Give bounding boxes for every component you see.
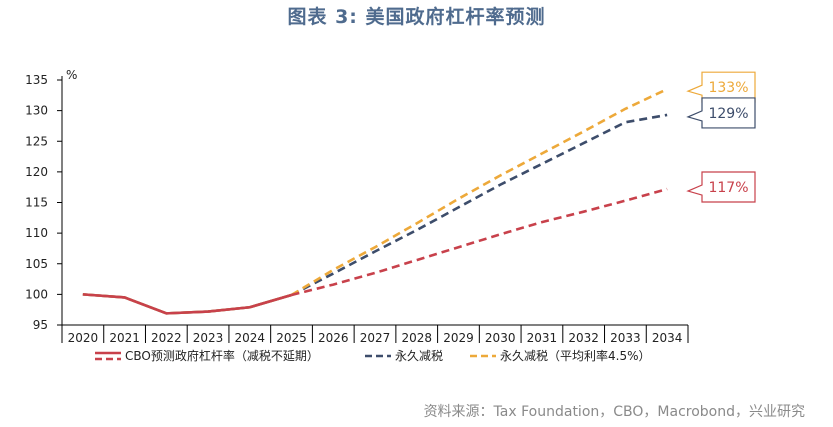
y-tick-label: 125 [25,134,48,148]
callout-box [686,171,756,203]
y-tick-label: 120 [25,165,48,179]
x-tick-label: 2031 [527,331,558,345]
x-tick-label: 2027 [360,331,391,345]
x-tick-label: 2025 [276,331,307,345]
x-tick-label: 2034 [652,331,683,345]
x-tick-label: 2030 [485,331,516,345]
x-tick-label: 2020 [68,331,99,345]
y-tick-label: 135 [25,73,48,87]
series-line-projection [291,187,668,297]
x-tick-label: 2023 [193,331,224,345]
series-line-projection [290,113,668,297]
legend-label: 永久减税 [395,349,443,363]
y-tick-label: 110 [25,226,48,240]
legend-label: CBO预测政府杠杆率（减税不延期） [125,348,319,363]
callout-label: 117% [708,180,748,196]
y-tick-label: 130 [25,104,48,118]
y-unit-label: % [66,68,77,82]
legend-label: 永久减税（平均利率4.5%） [500,348,651,363]
chart-title: 图表 3: 美国政府杠杆率预测 [287,6,546,28]
x-tick-label: 2026 [318,331,349,345]
x-tick-label: 2028 [401,331,432,345]
source-note: 资料来源：Tax Foundation，CBO，Macrobond，兴业研究 [423,404,805,420]
y-tick-label: 115 [25,196,48,210]
y-tick-label: 95 [33,318,48,332]
callout-label: 133% [708,80,748,96]
x-tick-label: 2022 [151,331,182,345]
series-line-projection [290,88,668,297]
callout-box [686,97,756,129]
x-tick-label: 2032 [568,331,599,345]
series-line-history [82,293,292,315]
x-tick-label: 2029 [443,331,474,345]
x-tick-label: 2024 [235,331,266,345]
x-tick-label: 2033 [610,331,641,345]
x-tick-label: 2021 [109,331,140,345]
y-tick-label: 100 [25,287,48,301]
callout-label: 129% [708,106,748,122]
y-tick-label: 105 [25,257,48,271]
